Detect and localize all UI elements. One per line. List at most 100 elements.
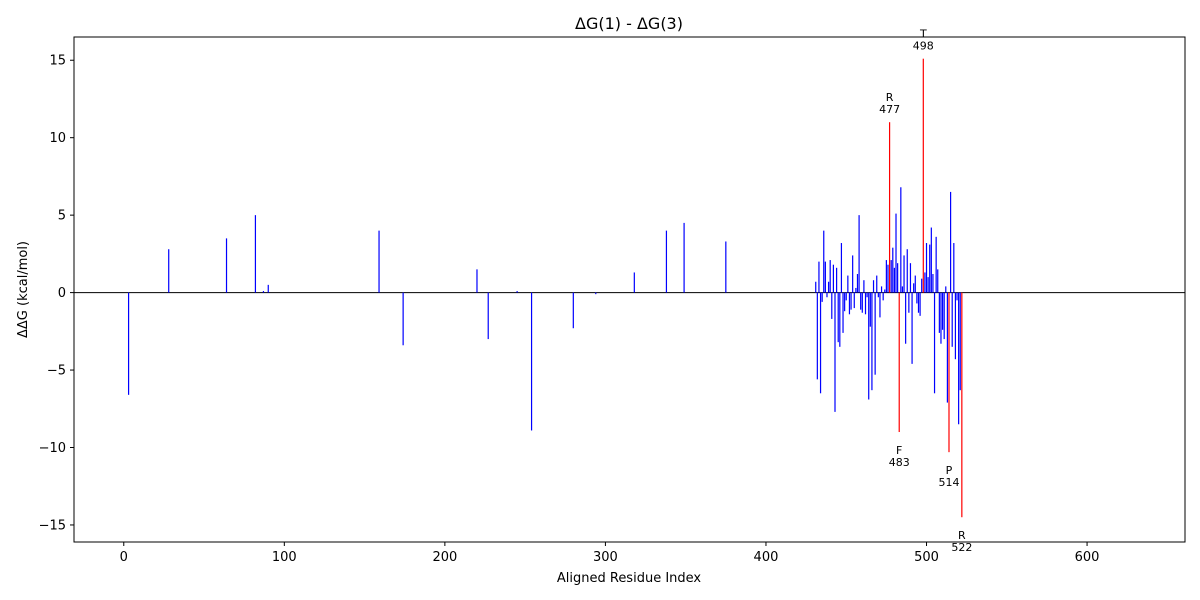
bar [821, 292, 823, 302]
y-tick-label: −15 [39, 518, 66, 533]
annotation-index: 483 [889, 456, 910, 469]
bar [869, 292, 871, 327]
annotation-residue: F [896, 444, 902, 457]
bar [946, 292, 948, 403]
bar [816, 292, 818, 380]
bar [892, 247, 894, 293]
x-tick-label: 200 [432, 550, 457, 565]
bar [890, 260, 892, 293]
bar [127, 292, 130, 395]
bar-highlight [961, 292, 963, 518]
y-tick-label: −10 [39, 441, 66, 456]
bar [903, 255, 905, 293]
bar [951, 292, 953, 347]
bar [848, 292, 851, 315]
bar [834, 292, 836, 412]
y-tick-label: 15 [49, 54, 66, 69]
bar [168, 249, 170, 293]
bar [824, 261, 826, 293]
annotation-index: 522 [951, 541, 972, 554]
bar [901, 286, 904, 293]
bar [877, 292, 879, 298]
bar [847, 275, 849, 293]
bar [924, 272, 926, 293]
bar [516, 291, 518, 293]
bar [937, 269, 939, 293]
bar [887, 264, 889, 293]
bar [683, 222, 685, 293]
x-axis-ticks: 0 100 200 300 400 500 600 [120, 542, 1100, 565]
bar [950, 191, 952, 293]
bar [916, 292, 918, 304]
bar [832, 264, 834, 293]
bar [925, 243, 928, 293]
bar [863, 280, 865, 293]
annotation-index: 514 [938, 476, 959, 489]
bar [487, 292, 489, 340]
bar [906, 249, 908, 293]
bar [885, 260, 887, 293]
bar [572, 292, 574, 329]
bar [858, 215, 860, 293]
bar [826, 292, 828, 298]
bar [927, 277, 929, 293]
bar [853, 292, 855, 309]
x-tick-label: 500 [914, 550, 939, 565]
bar [595, 292, 597, 295]
bar [900, 187, 902, 293]
bar [860, 292, 862, 310]
bar [919, 292, 921, 316]
x-tick-label: 0 [120, 550, 128, 565]
x-axis-label: Aligned Residue Index [557, 571, 702, 586]
bar [633, 272, 635, 293]
bar [958, 292, 960, 425]
bar [819, 292, 822, 394]
bar [262, 291, 265, 293]
bar [845, 292, 847, 301]
annotation-index: 498 [913, 40, 934, 53]
bar [933, 292, 936, 394]
bar [852, 255, 854, 293]
bar [402, 292, 404, 346]
x-tick-label: 600 [1075, 550, 1100, 565]
bar [882, 292, 884, 301]
bar [879, 292, 881, 318]
bar [929, 244, 931, 293]
bar [911, 292, 913, 364]
bar [872, 280, 875, 293]
x-tick-label: 100 [272, 550, 297, 565]
bar [905, 292, 907, 344]
bar [954, 292, 957, 360]
bar [871, 292, 873, 391]
bar [861, 292, 863, 313]
bar [837, 292, 839, 343]
bar [893, 267, 896, 293]
bar [836, 267, 838, 293]
bar-highlight [922, 58, 924, 293]
bar [884, 289, 886, 293]
bar [908, 292, 910, 313]
y-tick-label: 5 [58, 209, 66, 224]
bar [914, 275, 916, 293]
bar [530, 292, 533, 431]
bar [953, 243, 955, 293]
bar [930, 227, 932, 293]
bar [895, 213, 897, 293]
bar [897, 263, 899, 293]
bar [831, 292, 833, 319]
bar [378, 230, 380, 293]
bar [823, 230, 825, 293]
bar [909, 263, 912, 293]
bar [855, 287, 857, 293]
bar-highlight [898, 292, 900, 433]
y-tick-label: 0 [58, 286, 66, 301]
bar [880, 286, 883, 293]
y-tick-label: 10 [49, 131, 66, 146]
bar [850, 292, 852, 310]
annotation-residue: R [958, 529, 966, 542]
bar [225, 238, 228, 293]
annotation-residue: P [946, 464, 953, 477]
bar [829, 260, 831, 293]
